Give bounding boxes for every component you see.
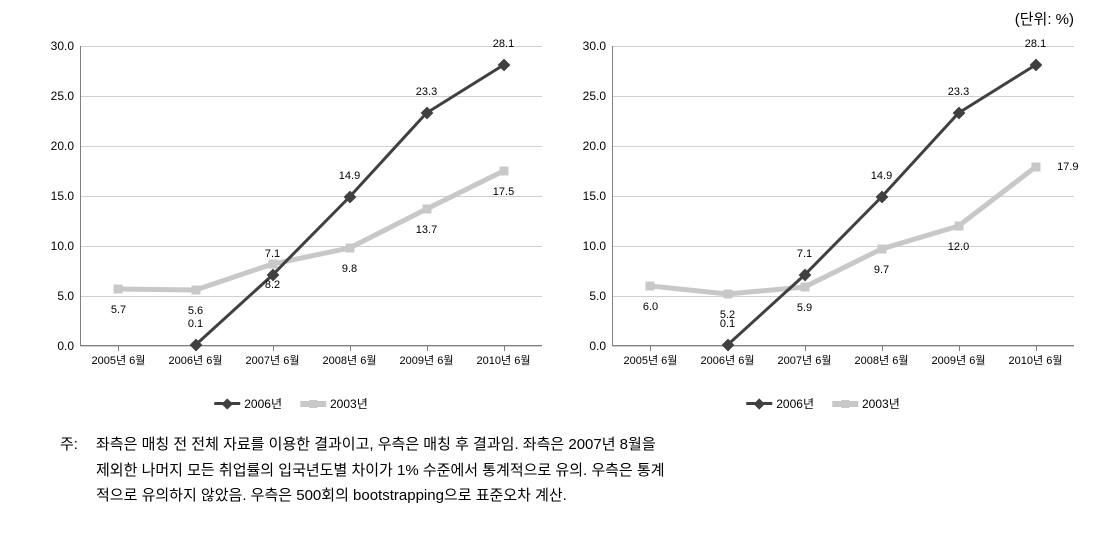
series-dark-data-label: 7.1 (797, 248, 812, 260)
x-tick-label: 2008년 6월 (323, 346, 377, 368)
legend-item-dark: 2006년 (214, 395, 282, 412)
y-tick-label: 5.0 (589, 289, 612, 303)
series-light-marker (1031, 163, 1040, 172)
series-dark-data-label: 28.1 (493, 38, 514, 50)
left-legend: 2006년 2003년 (214, 395, 368, 412)
y-tick-label: 20.0 (583, 139, 612, 153)
footnote-prefix: 주: (60, 432, 96, 458)
series-light-data-label: 12.0 (948, 241, 969, 253)
right-chart: 0.0 5.0 10.0 15.0 20.0 25.0 30.0 2005년 6월 2006년 … (562, 36, 1084, 416)
legend-item-dark: 2006년 (746, 395, 814, 412)
footnote-line3: 적으로 유의하지 않았음. 우측은 500회의 bootstrapping으로 … (60, 483, 1074, 509)
gridline (612, 346, 1074, 347)
y-tick-label: 25.0 (583, 89, 612, 103)
legend-label-dark: 2006년 (244, 395, 282, 412)
series-light-data-label: 17.5 (493, 186, 514, 198)
series-light-data-label: 13.7 (416, 224, 437, 236)
legend-label-light: 2003년 (330, 395, 368, 412)
series-dark-data-label: 23.3 (948, 86, 969, 98)
footnote-text1: 좌측은 매칭 전 전체 자료를 이용한 결과이고, 우측은 매칭 후 결과임. … (96, 436, 656, 453)
series-light-marker (723, 290, 732, 299)
charts-row: 0.0 5.0 10.0 15.0 20.0 25.0 30.0 2005년 6월 2006년 … (30, 36, 1084, 416)
legend-label-dark: 2006년 (776, 395, 814, 412)
series-light-marker (954, 222, 963, 231)
series-light-marker (877, 245, 886, 254)
right-plot-area: 0.05.010.015.020.025.030.02005년 6월2006년 … (612, 46, 1074, 346)
x-tick-label: 2005년 6월 (92, 346, 146, 368)
y-tick-label: 15.0 (51, 189, 80, 203)
x-tick-label: 2008년 6월 (855, 346, 909, 368)
left-chart: 0.0 5.0 10.0 15.0 20.0 25.0 30.0 2005년 6월 2006년 … (30, 36, 552, 416)
y-tick-label: 0.0 (57, 339, 80, 353)
legend-swatch-dark (746, 402, 772, 405)
footnote-line1: 주:좌측은 매칭 전 전체 자료를 이용한 결과이고, 우측은 매칭 후 결과임… (60, 432, 1074, 458)
series-dark-data-label: 23.3 (416, 86, 437, 98)
legend-swatch-light (300, 401, 326, 407)
series-light-marker (499, 167, 508, 176)
series-light-data-label: 6.0 (643, 301, 658, 313)
series-light-data-label: 5.7 (111, 304, 126, 316)
series-dark-data-label: 28.1 (1025, 38, 1046, 50)
unit-label: (단위: %) (1015, 8, 1074, 29)
y-tick-label: 10.0 (51, 239, 80, 253)
series-dark-data-label: 0.1 (188, 318, 203, 330)
footnote-line2: 제외한 나머지 모든 취업률의 입국년도별 차이가 1% 수준에서 통계적으로 … (60, 458, 1074, 484)
y-tick-label: 5.0 (57, 289, 80, 303)
series-light-marker (191, 286, 200, 295)
y-tick-label: 15.0 (583, 189, 612, 203)
right-legend: 2006년 2003년 (746, 395, 900, 412)
series-light-data-label: 9.7 (874, 264, 889, 276)
legend-swatch-light (832, 401, 858, 407)
x-tick-label: 2007년 6월 (778, 346, 832, 368)
x-tick-label: 2007년 6월 (246, 346, 300, 368)
y-tick-label: 0.0 (589, 339, 612, 353)
chart-lines (612, 46, 1074, 346)
footnote: 주:좌측은 매칭 전 전체 자료를 이용한 결과이고, 우측은 매칭 후 결과임… (60, 432, 1074, 509)
x-tick-label: 2010년 6월 (477, 346, 531, 368)
x-tick-label: 2005년 6월 (624, 346, 678, 368)
legend-item-light: 2003년 (832, 395, 900, 412)
gridline (80, 346, 542, 347)
x-tick-label: 2009년 6월 (400, 346, 454, 368)
series-light-marker (800, 283, 809, 292)
y-tick-label: 20.0 (51, 139, 80, 153)
y-tick-label: 30.0 (583, 39, 612, 53)
series-dark-data-label: 0.1 (720, 318, 735, 330)
series-dark-data-label: 14.9 (339, 170, 360, 182)
y-tick-label: 25.0 (51, 89, 80, 103)
x-tick-label: 2010년 6월 (1009, 346, 1063, 368)
left-plot-area: 0.05.010.015.020.025.030.02005년 6월2006년 … (80, 46, 542, 346)
legend-swatch-dark (214, 402, 240, 405)
series-light-data-label: 17.9 (1057, 161, 1078, 173)
series-light-marker (646, 282, 655, 291)
series-dark-data-label: 7.1 (265, 248, 280, 260)
y-tick-label: 10.0 (583, 239, 612, 253)
series-light-data-label: 5.6 (188, 305, 203, 317)
y-tick-label: 30.0 (51, 39, 80, 53)
series-light-marker (422, 205, 431, 214)
x-tick-label: 2009년 6월 (932, 346, 986, 368)
series-light-data-label: 5.9 (797, 302, 812, 314)
series-light-data-label: 9.8 (342, 263, 357, 275)
legend-item-light: 2003년 (300, 395, 368, 412)
series-dark-data-label: 14.9 (871, 170, 892, 182)
legend-label-light: 2003년 (862, 395, 900, 412)
chart-lines (80, 46, 542, 346)
series-light-marker (114, 285, 123, 294)
series-light-marker (345, 244, 354, 253)
